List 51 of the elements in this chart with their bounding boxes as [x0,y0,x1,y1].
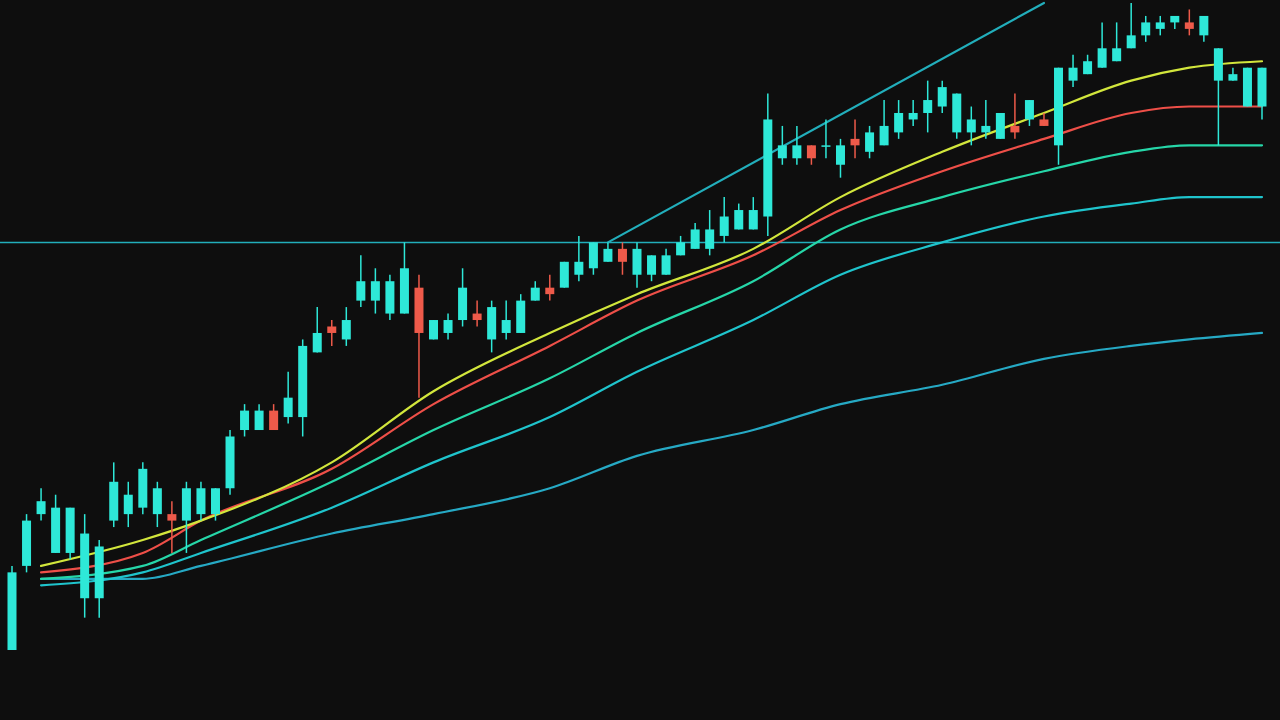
candlestick [748,196,758,231]
candlestick [661,248,671,276]
candlestick [865,125,875,160]
candlestick [719,196,729,244]
candlestick [1155,15,1165,37]
candlestick [341,306,351,347]
candlestick [1184,8,1194,37]
candlestick [167,500,177,554]
candlestick [36,487,46,522]
candlestick [879,99,889,147]
candlestick [937,79,947,114]
candlestick [283,371,293,425]
candlestick [821,118,831,160]
candlestick [530,280,540,302]
candlestick [647,254,657,282]
candlestick [370,267,380,315]
candlestick [1024,99,1034,127]
candlestick [1112,21,1122,62]
candlestick [123,481,133,528]
candlestick [806,144,816,166]
candlestick [777,125,787,166]
candlestick [356,254,366,308]
candlestick [908,99,918,127]
candlestick [981,99,991,140]
candlestick [705,209,715,257]
candlestick [1126,2,1136,50]
candlestick [835,138,845,179]
candlestick [574,235,584,282]
candlestick [966,105,976,147]
candlestick [472,299,482,328]
candlestick [1097,21,1107,69]
candlestick [690,222,700,250]
candlestick [923,79,933,134]
candlestick [443,312,453,341]
candlestick [1068,54,1078,88]
candlestick [269,403,279,431]
candlestick [617,241,627,276]
candlestick [894,99,904,140]
candlestick [734,202,744,231]
candlestick [240,403,250,438]
candlestick [792,125,802,166]
candlestick [603,241,613,263]
candlestick [501,299,511,341]
candlestick [312,306,322,354]
candlestick [1010,92,1020,140]
candlestick [545,273,555,302]
candlestick [327,319,337,347]
candlestick [850,118,860,160]
candlestick [254,403,264,431]
candlestick [1141,15,1151,43]
candlestick [1199,15,1209,43]
